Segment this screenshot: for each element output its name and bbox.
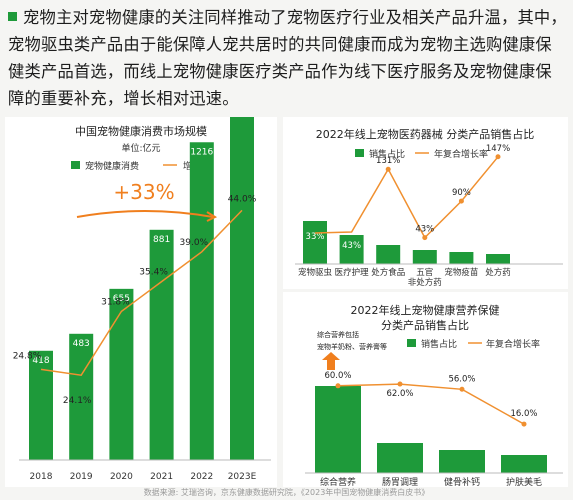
bar xyxy=(29,350,53,460)
x-tick-label: 2020 xyxy=(110,472,133,482)
bar xyxy=(189,142,214,460)
chart-title: 2022年线上宠物健康营养保健 xyxy=(351,303,500,317)
x-tick-label: 处方食品 xyxy=(371,267,405,278)
growth-line xyxy=(314,156,499,239)
intro-text: 宠物主对宠物健康的关注同样推动了宠物医疗行业及相关产品升温，其中，宠物驱虫类产品… xyxy=(8,8,567,108)
growth-point xyxy=(385,166,391,172)
chart-subtitle: 单位:亿元 xyxy=(121,142,160,154)
growth-point xyxy=(422,235,428,241)
growth-point xyxy=(458,198,464,204)
rate-label: 35.4% xyxy=(139,268,168,278)
rate-label: 39.0% xyxy=(180,238,209,248)
panel-medical-devices: 2022年线上宠物医药器械 分类产品销售占比销售占比 年复合增长率宠物驱虫 33% 医… xyxy=(283,117,568,289)
up-arrow-icon xyxy=(322,352,340,370)
bar xyxy=(376,245,401,264)
bullet-marker xyxy=(8,12,17,21)
rate-label: 31.8% xyxy=(101,297,130,307)
x-tick-label: 非处方药 xyxy=(408,277,442,288)
x-tick-label: 护肤美毛 xyxy=(506,476,542,487)
x-tick-label: 2018 xyxy=(30,472,53,482)
growth-label: 90% xyxy=(452,188,471,198)
bar-value-label: 881 xyxy=(153,235,170,245)
growth-arc xyxy=(76,210,214,218)
legend-label: 年复合增长率 xyxy=(434,148,488,160)
growth-label: 131% xyxy=(376,156,400,166)
x-tick-label: 五官 xyxy=(416,267,433,278)
bar xyxy=(339,235,364,264)
growth-label: 43% xyxy=(415,225,434,235)
bar xyxy=(486,254,510,264)
growth-label: 62.0% xyxy=(386,389,413,399)
bar xyxy=(377,443,423,473)
bar xyxy=(149,229,174,460)
x-tick-label: 2023E xyxy=(228,472,257,482)
growth-label: 60.0% xyxy=(324,371,351,381)
bar xyxy=(109,288,134,460)
x-tick-label: 肠胃调理 xyxy=(382,477,418,487)
bar xyxy=(412,250,437,264)
x-tick-label: 2022 xyxy=(190,472,213,482)
legend-label: 年复合增长率 xyxy=(486,338,540,350)
source-note: 数据来源: 艾瑞咨询，京东健康数据研究院，《2023年中国宠物健康消费白皮书》 xyxy=(143,488,430,497)
legend-swatch-bar xyxy=(355,149,364,157)
chart-title: 中国宠物健康消费市场规模 xyxy=(75,124,207,138)
share-label: 43% xyxy=(342,241,361,251)
panel-market-size: 中国宠物健康消费市场规模单位:亿元宠物健康消费增长率41820184832019… xyxy=(5,8,277,487)
bar-value-label: 655 xyxy=(113,294,130,304)
legend-swatch-bar xyxy=(407,339,416,347)
panel-nutrition: 2022年线上宠物健康营养保健 分类产品销售占比销售占比 年复合增长率 综合营养包括宠… xyxy=(283,292,568,488)
legend-label: 宠物健康消费 xyxy=(85,160,139,172)
rate-label: 24.8% xyxy=(13,351,42,361)
growth-point xyxy=(495,154,501,160)
x-tick-label: 宠物疫苗 xyxy=(444,267,479,278)
note-text: 综合营养包括 xyxy=(317,330,359,339)
growth-line xyxy=(337,383,525,425)
share-label: 33% xyxy=(306,232,325,242)
bar-value-label: 1216 xyxy=(190,147,213,157)
bar xyxy=(501,455,547,473)
bar xyxy=(315,386,361,473)
arrow-head-icon xyxy=(206,211,218,222)
note-text: 宠物羊奶粉、营养膏等 xyxy=(317,342,387,351)
x-tick-label: 处方药 xyxy=(485,267,511,278)
bar xyxy=(439,450,485,473)
x-tick-label: 2019 xyxy=(70,472,93,482)
x-tick-label: 宠物驱虫 xyxy=(298,267,333,278)
bar xyxy=(303,221,327,264)
growth-label: 147% xyxy=(486,144,510,154)
bar xyxy=(449,252,474,264)
bar xyxy=(230,8,254,460)
growth-point xyxy=(335,383,341,389)
bar xyxy=(69,333,94,460)
chart-title: 2022年线上宠物医药器械 分类产品销售占比 xyxy=(316,127,535,141)
bar-value-label: 418 xyxy=(32,356,49,366)
growth-point xyxy=(521,421,527,427)
chart-title: 分类产品销售占比 xyxy=(381,318,469,332)
legend-swatch-bar xyxy=(71,161,80,169)
rate-label: 24.1% xyxy=(63,396,92,406)
growth-point xyxy=(459,386,465,392)
legend-label: 销售占比 xyxy=(421,338,457,350)
x-tick-label: 健骨补钙 xyxy=(444,476,480,487)
growth-annotation: +33% xyxy=(113,180,174,204)
growth-point xyxy=(397,381,403,387)
bar-value-label: 483 xyxy=(73,339,90,349)
x-tick-label: 2021 xyxy=(150,472,173,482)
growth-line xyxy=(40,209,243,377)
chart-market-size: 中国宠物健康消费市场规模单位:亿元宠物健康消费增长率41820184832019… xyxy=(13,8,271,482)
x-tick-label: 医疗护理 xyxy=(335,267,370,278)
legend-label: 销售占比 xyxy=(369,148,405,160)
growth-label: 56.0% xyxy=(448,374,475,384)
x-tick-label: 综合营养 xyxy=(320,476,356,487)
intro-paragraph: 宠物主对宠物健康的关注同样推动了宠物医疗行业及相关产品升温，其中，宠物驱虫类产品… xyxy=(8,4,568,112)
rate-label: 44.0% xyxy=(228,194,257,204)
growth-label: 16.0% xyxy=(510,409,537,419)
